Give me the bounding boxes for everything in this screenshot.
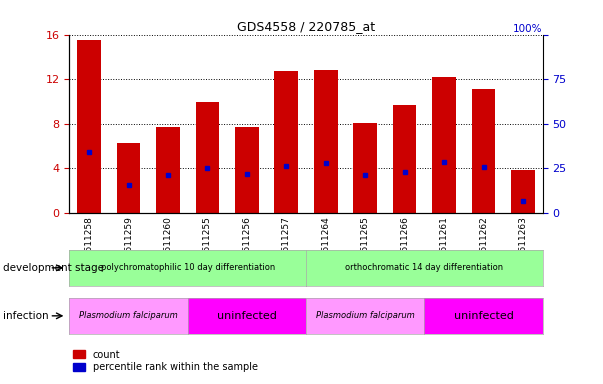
Legend: count, percentile rank within the sample: count, percentile rank within the sample	[69, 346, 262, 376]
Bar	[195, 101, 219, 213]
Text: Plasmodium falciparum: Plasmodium falciparum	[79, 311, 178, 320]
Bar	[77, 40, 101, 213]
Bar	[511, 170, 535, 213]
Bar	[353, 123, 377, 213]
Bar	[156, 127, 180, 213]
Bar	[274, 71, 298, 213]
Bar	[235, 127, 259, 213]
Text: polychromatophilic 10 day differentiation: polychromatophilic 10 day differentiatio…	[101, 263, 275, 272]
Text: Plasmodium falciparum: Plasmodium falciparum	[316, 311, 415, 320]
Text: 100%: 100%	[513, 24, 543, 34]
Bar	[472, 89, 495, 213]
Title: GDS4558 / 220785_at: GDS4558 / 220785_at	[237, 20, 375, 33]
Bar	[432, 77, 456, 213]
Text: development stage: development stage	[3, 263, 104, 273]
Text: orthochromatic 14 day differentiation: orthochromatic 14 day differentiation	[346, 263, 504, 272]
Bar	[117, 143, 140, 213]
Bar	[314, 70, 338, 213]
Bar	[393, 105, 417, 213]
Text: infection: infection	[3, 311, 49, 321]
Text: uninfected: uninfected	[453, 311, 514, 321]
Text: uninfected: uninfected	[217, 311, 277, 321]
